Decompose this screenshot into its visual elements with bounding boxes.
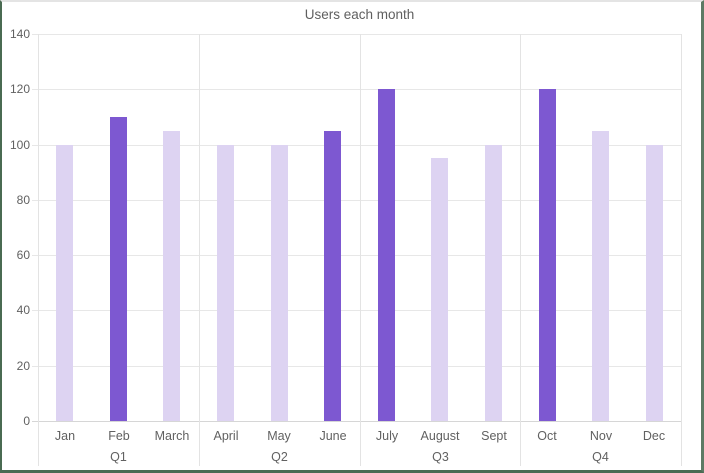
y-axis-label-100: 100 [9, 138, 30, 152]
month-label-nov: Nov [589, 429, 613, 443]
gridline-80 [32, 200, 681, 201]
gridline-0 [32, 421, 681, 422]
quarter-label-q3: Q3 [432, 450, 449, 464]
month-label-jan: Jan [54, 429, 76, 443]
y-axis-line [38, 34, 39, 466]
quarter-separator [199, 34, 200, 466]
bar-oct [539, 89, 556, 421]
gridline-140 [32, 34, 681, 35]
month-label-dec: Dec [642, 429, 666, 443]
bar-april [217, 145, 234, 421]
quarter-separator [520, 34, 521, 466]
quarter-label-q2: Q2 [271, 450, 288, 464]
month-label-sept: Sept [481, 429, 507, 443]
bar-dec [646, 145, 663, 421]
bar-feb [110, 117, 127, 421]
gridline-100 [32, 145, 681, 146]
y-axis-label-120: 120 [9, 82, 30, 96]
month-label-july: July [375, 429, 399, 443]
bar-nov [592, 131, 609, 421]
month-label-august: August [420, 429, 460, 443]
month-label-march: March [154, 429, 190, 443]
gridline-20 [32, 366, 681, 367]
bar-march [163, 131, 180, 421]
bar-jan [56, 145, 73, 421]
bar-august [431, 158, 448, 421]
chart-title: Users each month [304, 7, 415, 22]
gridline-60 [32, 255, 681, 256]
quarter-label-q4: Q4 [592, 450, 609, 464]
month-label-feb: Feb [108, 429, 130, 443]
y-axis-label-0: 0 [23, 414, 30, 428]
month-label-may: May [267, 429, 291, 443]
month-label-april: April [213, 429, 239, 443]
gridline-120 [32, 89, 681, 90]
y-axis-label-20: 20 [16, 359, 30, 373]
y-axis-label-80: 80 [16, 193, 30, 207]
y-axis-label-60: 60 [16, 248, 30, 262]
bar-july [378, 89, 395, 421]
quarter-label-q1: Q1 [110, 450, 127, 464]
month-label-june: June [319, 429, 347, 443]
y-axis-label-40: 40 [16, 303, 30, 317]
plot-right-line [681, 34, 682, 466]
gridline-40 [32, 310, 681, 311]
bar-may [271, 145, 288, 421]
bar-sept [485, 145, 502, 421]
bar-june [324, 131, 341, 421]
quarter-separator [360, 34, 361, 466]
month-label-oct: Oct [537, 429, 557, 443]
y-axis-label-140: 140 [9, 27, 30, 41]
